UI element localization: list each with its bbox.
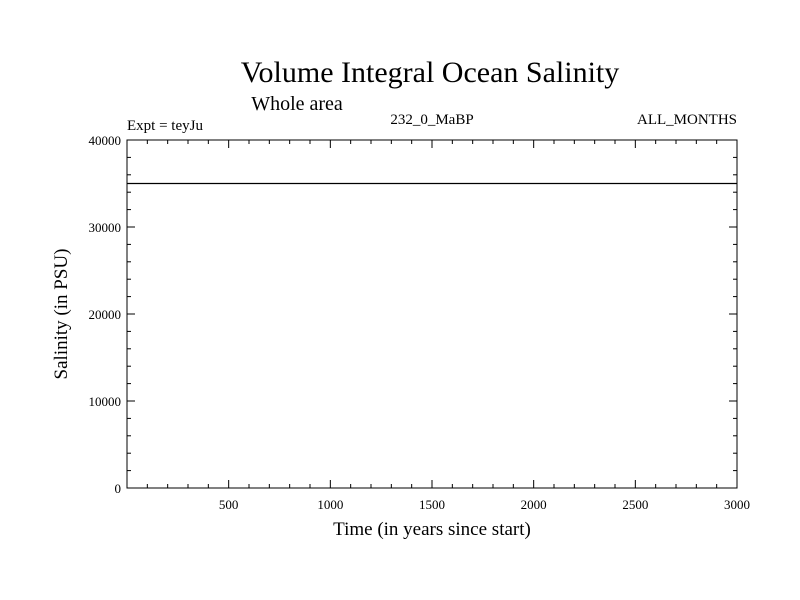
x-tick-label: 1500 — [419, 497, 445, 512]
chart-title: Volume Integral Ocean Salinity — [241, 56, 620, 89]
y-tick-label: 40000 — [89, 133, 122, 148]
experiment-label: Expt = teyJu — [127, 118, 203, 134]
x-axis-label: Time (in years since start) — [333, 519, 531, 540]
x-tick-label: 3000 — [724, 497, 750, 512]
x-tick-label: 1000 — [317, 497, 343, 512]
plot-frame — [126, 139, 738, 489]
x-tick-label: 2500 — [622, 497, 648, 512]
y-axis-label: Salinity (in PSU) — [51, 249, 72, 380]
x-tick-label: 2000 — [521, 497, 547, 512]
y-tick-label: 0 — [115, 481, 122, 496]
axis-ticks — [127, 139, 738, 489]
tick-labels: 500 1000 1500 2000 2500 300001000020000300004… — [89, 133, 751, 512]
months-label: ALL_MONTHS — [637, 112, 737, 128]
y-tick-label: 20000 — [89, 307, 122, 322]
x-tick-label: 500 — [219, 497, 239, 512]
y-tick-label: 30000 — [89, 220, 122, 235]
period-label: 232_0_MaBP — [390, 112, 473, 128]
chart-subtitle: Whole area — [251, 93, 343, 115]
y-tick-label: 10000 — [89, 394, 122, 409]
